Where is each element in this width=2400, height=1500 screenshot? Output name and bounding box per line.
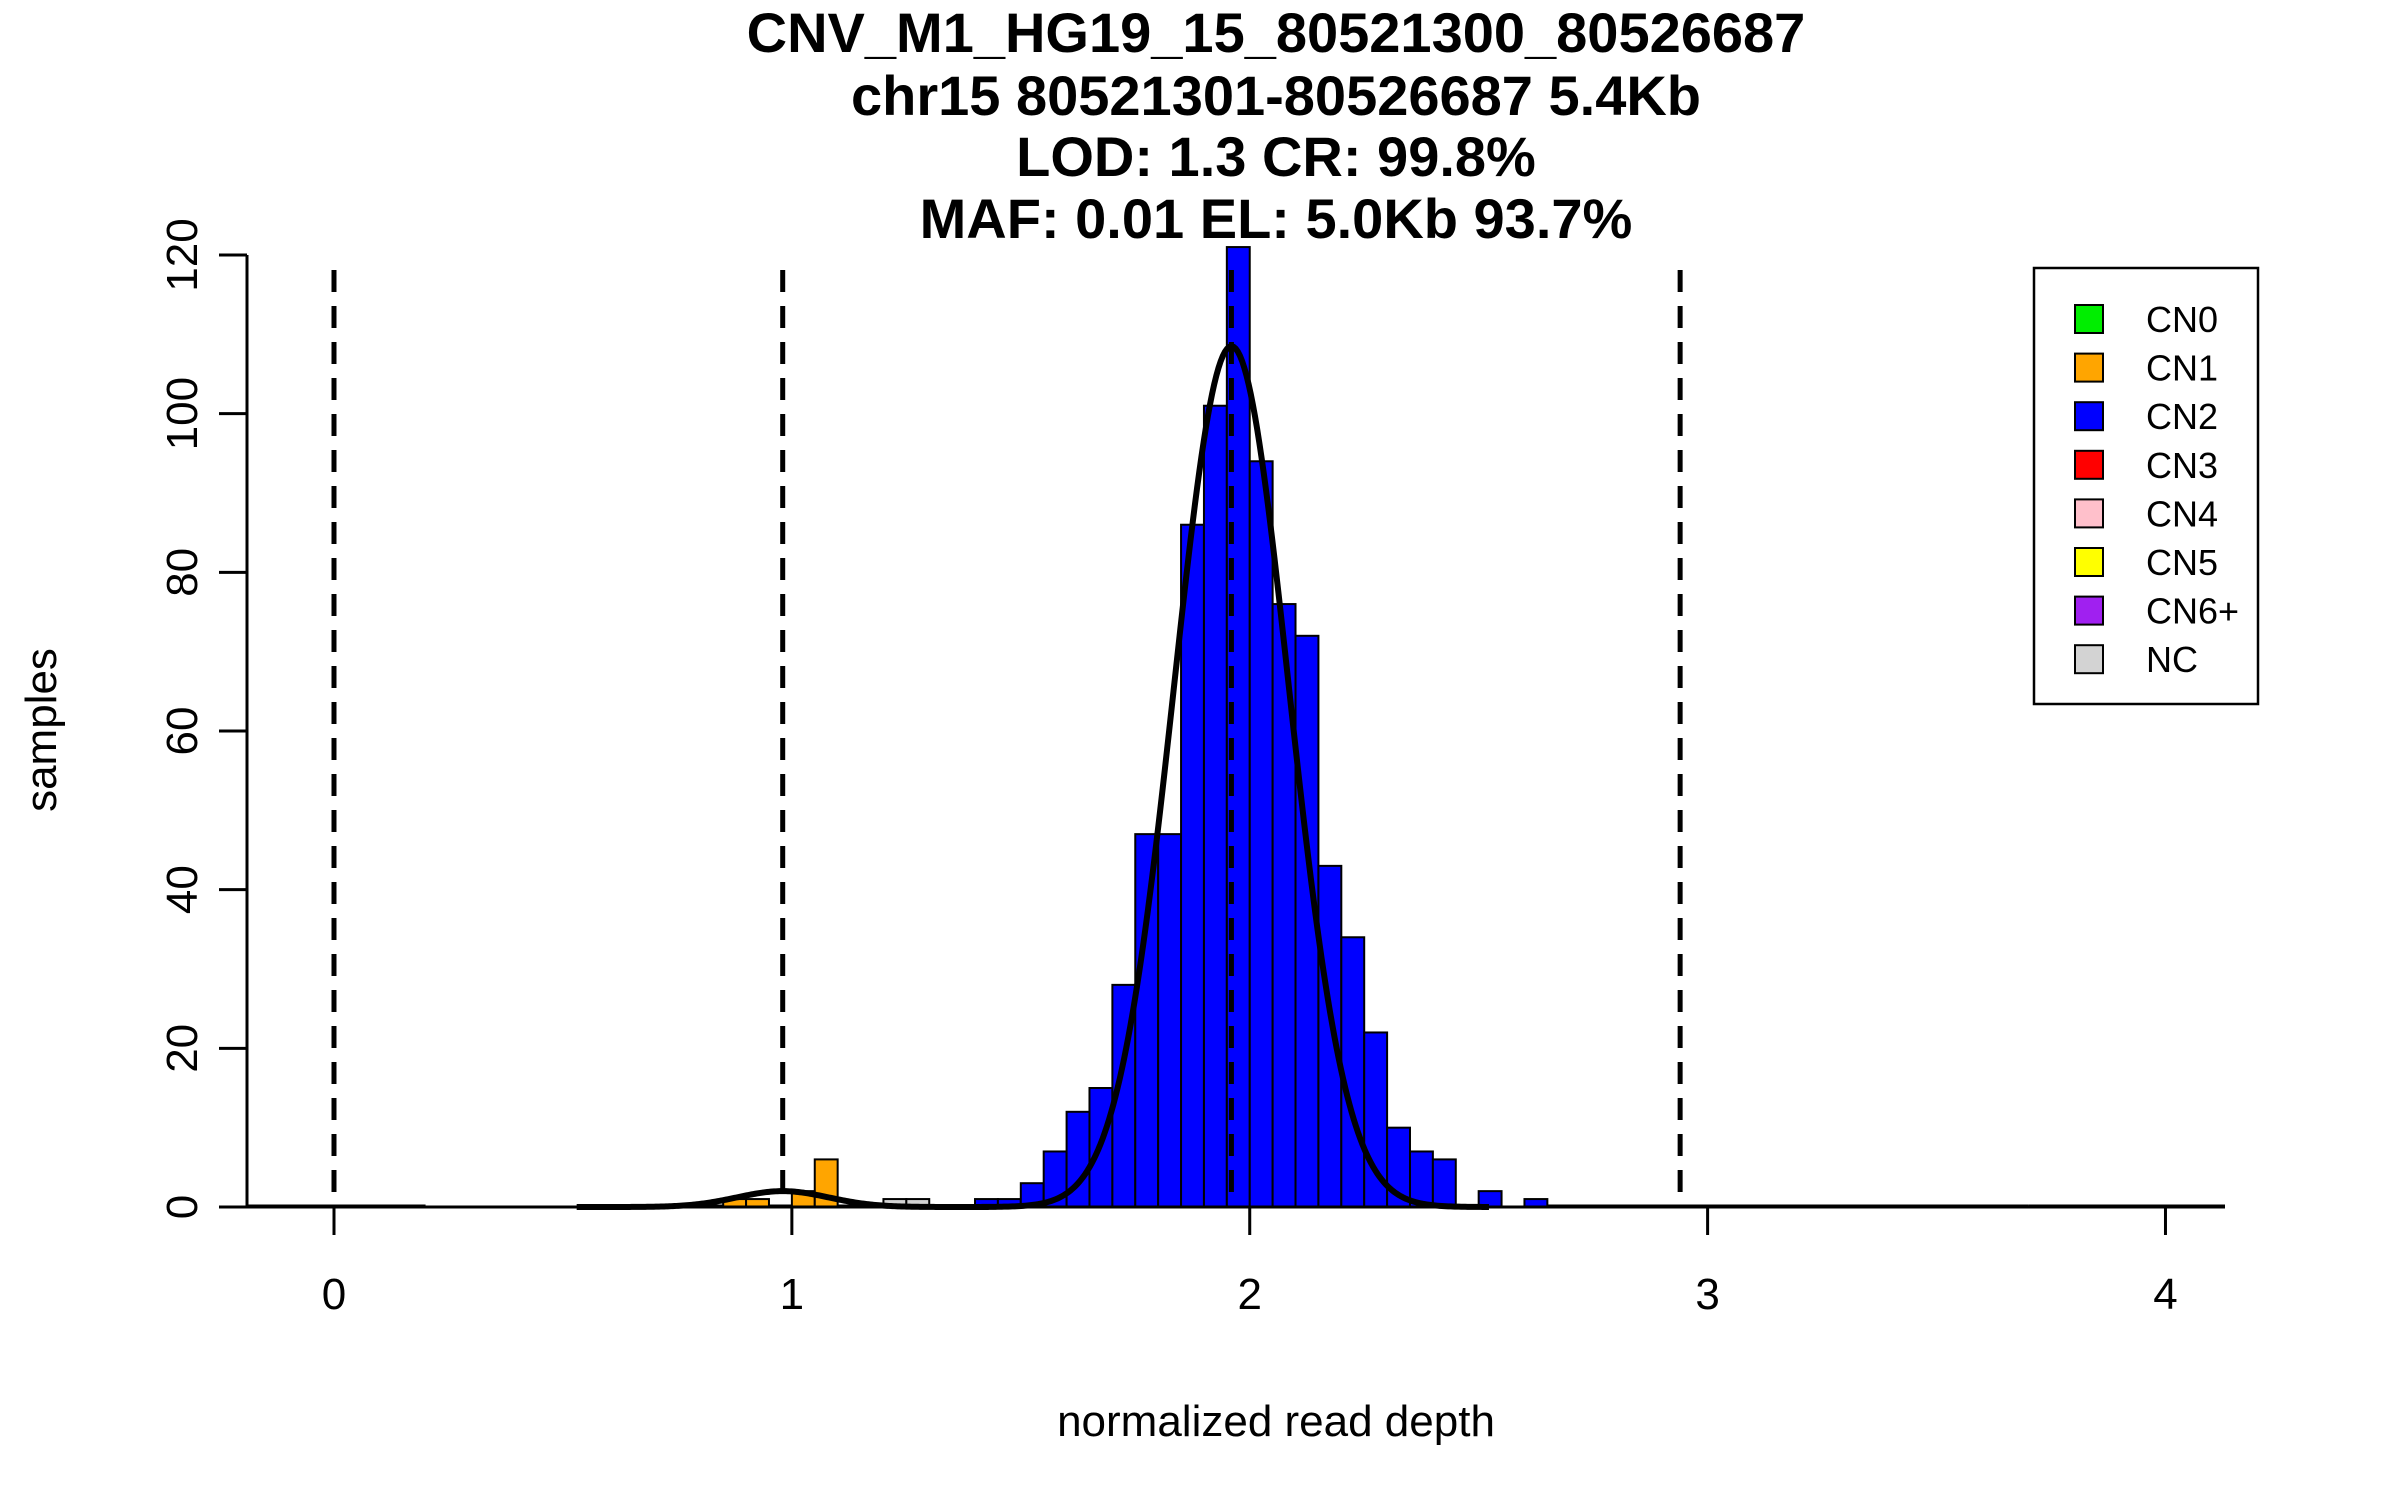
- chart-title: CNV_M1_HG19_15_80521300_80526687 chr15 8…: [747, 1, 1806, 250]
- legend-label-cn2: CN2: [2146, 396, 2218, 437]
- legend-box: [2032, 266, 2260, 706]
- histogram-bar-22: [1340, 936, 1366, 1208]
- legend-label-cn3: CN3: [2146, 445, 2218, 486]
- y-tick-label-2: 40: [158, 865, 207, 914]
- y-tick-label-6: 120: [158, 218, 207, 291]
- legend-swatch-cn0: [2074, 304, 2104, 334]
- copy-number-dashed-lines: [331, 270, 1683, 1207]
- legend-label-cn6plus: CN6+: [2146, 591, 2239, 632]
- legend-entries: CN0 CN1 CN2 CN3 CN4 CN5 CN6+ NC: [2074, 299, 2239, 680]
- legend-swatch-cn1: [2074, 352, 2104, 383]
- title-line-3: LOD: 1.3 CR: 99.8%: [1016, 125, 1536, 188]
- legend-swatch-cn4: [2074, 498, 2104, 529]
- x-tick-label-3: 3: [1695, 1270, 1719, 1319]
- y-axis-label: samples: [17, 648, 66, 812]
- legend-swatch-cn3: [2074, 449, 2104, 480]
- title-line-4: MAF: 0.01 EL: 5.0Kb 93.7%: [920, 187, 1633, 250]
- x-tick-label-1: 1: [780, 1270, 804, 1319]
- x-tick-label-0: 0: [322, 1270, 346, 1319]
- histogram-bar-16: [1202, 404, 1228, 1208]
- y-tick-label-3: 60: [158, 707, 207, 756]
- legend-swatch-cn2: [2074, 401, 2104, 432]
- histogram-bars: [722, 246, 1549, 1209]
- y-tick-label-0: 0: [158, 1195, 207, 1219]
- axes: 0 1 2 3 4 0 20 40 60 80 100 120 normalized read de…: [17, 218, 2225, 1446]
- legend-label-nc: NC: [2146, 639, 2198, 680]
- y-tick-label-4: 80: [158, 548, 207, 597]
- legend-swatch-cn5: [2074, 547, 2104, 577]
- y-ticks: 0 20 40 60 80 100 120: [158, 218, 247, 1219]
- histogram-bar-18: [1248, 460, 1274, 1208]
- histogram-bar-14: [1157, 833, 1183, 1209]
- legend-swatch-cn6plus: [2074, 595, 2104, 626]
- histogram-bar-26: [1431, 1158, 1457, 1209]
- legend-label-cn1: CN1: [2146, 348, 2218, 389]
- x-ticks: 0 1 2 3 4: [322, 1207, 2178, 1319]
- histogram-bar-13: [1134, 833, 1160, 1209]
- histogram-bar-15: [1180, 523, 1205, 1208]
- title-line-2: chr15 80521301-80526687 5.4Kb: [851, 64, 1701, 127]
- histogram-bar-21: [1317, 864, 1343, 1208]
- y-tick-label-5: 100: [158, 377, 207, 450]
- legend-swatch-nc: [2074, 644, 2104, 675]
- x-tick-label-4: 4: [2153, 1270, 2177, 1319]
- legend-label-cn4: CN4: [2146, 493, 2218, 534]
- x-axis-label: normalized read depth: [1057, 1397, 1495, 1446]
- title-line-1: CNV_M1_HG19_15_80521300_80526687: [747, 1, 1806, 64]
- legend-label-cn0: CN0: [2146, 299, 2218, 340]
- x-tick-label-2: 2: [1237, 1270, 1261, 1319]
- legend: CN0 CN1 CN2 CN3 CN4 CN5 CN6+ NC: [2032, 266, 2260, 706]
- legend-label-cn5: CN5: [2146, 542, 2218, 583]
- y-tick-label-1: 20: [158, 1024, 207, 1073]
